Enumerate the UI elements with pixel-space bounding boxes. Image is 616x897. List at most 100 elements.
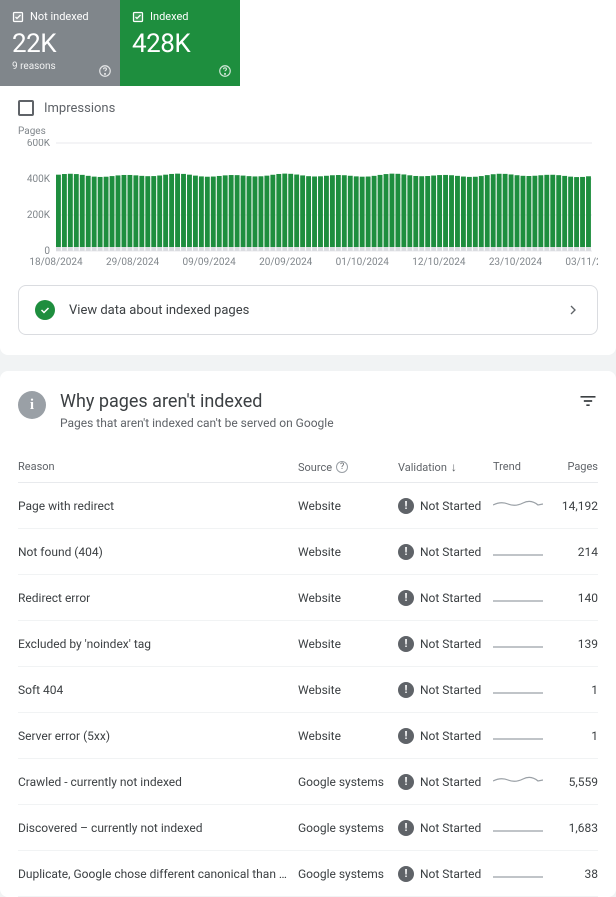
header-source[interactable]: Source? xyxy=(298,460,398,474)
exclamation-icon: ! xyxy=(398,682,414,698)
header-trend[interactable]: Trend xyxy=(493,460,548,474)
svg-text:29/08/2024: 29/08/2024 xyxy=(106,257,160,268)
trend-cell xyxy=(493,863,548,884)
help-icon[interactable] xyxy=(98,64,112,78)
pages-cell: 38 xyxy=(548,867,598,881)
info-icon: i xyxy=(18,391,46,419)
source-cell: Website xyxy=(298,591,398,605)
impressions-label: Impressions xyxy=(44,101,115,116)
svg-text:200K: 200K xyxy=(27,210,51,221)
source-cell: Website xyxy=(298,545,398,559)
svg-text:12/10/2024: 12/10/2024 xyxy=(412,257,466,268)
exclamation-icon: ! xyxy=(398,820,414,836)
svg-text:03/11/2024: 03/11/2024 xyxy=(565,257,598,268)
exclamation-icon: ! xyxy=(398,544,414,560)
svg-text:18/08/2024: 18/08/2024 xyxy=(29,257,83,268)
header-reason[interactable]: Reason xyxy=(18,460,298,474)
chart-area: Pages 0200K400K600K18/08/202429/08/20240… xyxy=(0,126,616,269)
section-subtitle: Pages that aren't indexed can't be serve… xyxy=(60,416,564,430)
table-row[interactable]: Excluded by 'noindex' tagWebsite!Not Sta… xyxy=(18,621,598,667)
pages-cell: 1 xyxy=(548,683,598,697)
pages-cell: 1 xyxy=(548,729,598,743)
trend-cell xyxy=(493,633,548,654)
trend-cell xyxy=(493,541,548,562)
not-indexed-label: Not indexed xyxy=(30,10,89,23)
chevron-right-icon xyxy=(565,302,581,318)
pages-cell: 14,192 xyxy=(548,499,598,513)
trend-cell xyxy=(493,771,548,792)
status-cards: Not indexed 22K 9 reasons Indexed 428K xyxy=(0,0,616,86)
reasons-panel: i Why pages aren't indexed Pages that ar… xyxy=(0,371,616,897)
section-title: Why pages aren't indexed xyxy=(60,391,564,412)
table-row[interactable]: Discovered – currently not indexedGoogle… xyxy=(18,805,598,851)
reason-cell: Not found (404) xyxy=(18,545,298,559)
checkbox-icon xyxy=(12,11,24,23)
not-indexed-card[interactable]: Not indexed 22K 9 reasons xyxy=(0,0,120,86)
sort-down-icon: ↓ xyxy=(451,460,457,474)
trend-cell xyxy=(493,817,548,838)
checkbox-icon[interactable] xyxy=(18,100,34,116)
pages-chart: 0200K400K600K18/08/202429/08/202409/09/2… xyxy=(18,139,598,269)
help-icon[interactable] xyxy=(218,64,232,78)
table-row[interactable]: Soft 404Website!Not Started1 xyxy=(18,667,598,713)
reason-cell: Discovered – currently not indexed xyxy=(18,821,298,835)
source-cell: Google systems xyxy=(298,821,398,835)
source-cell: Website xyxy=(298,729,398,743)
table-row[interactable]: Not found (404)Website!Not Started 214 xyxy=(18,529,598,575)
trend-cell xyxy=(493,495,548,516)
pages-cell: 214 xyxy=(548,545,598,559)
validation-cell: !Not Started xyxy=(398,590,493,606)
table-row[interactable]: Page with redirectWebsite!Not Started14,… xyxy=(18,483,598,529)
validation-cell: !Not Started xyxy=(398,866,493,882)
filter-icon[interactable] xyxy=(578,391,598,411)
validation-cell: !Not Started xyxy=(398,544,493,560)
indexing-panel: Not indexed 22K 9 reasons Indexed 428K I… xyxy=(0,0,616,355)
svg-text:01/10/2024: 01/10/2024 xyxy=(336,257,390,268)
reason-cell: Crawled - currently not indexed xyxy=(18,775,298,789)
not-indexed-value: 22K xyxy=(12,29,108,59)
table-row[interactable]: Server error (5xx)Website!Not Started 1 xyxy=(18,713,598,759)
validation-cell: !Not Started xyxy=(398,682,493,698)
indexed-value: 428K xyxy=(132,29,228,59)
help-icon[interactable]: ? xyxy=(336,461,348,473)
indexed-label: Indexed xyxy=(150,10,189,23)
check-circle-icon xyxy=(35,300,55,320)
pages-cell: 140 xyxy=(548,591,598,605)
exclamation-icon: ! xyxy=(398,590,414,606)
view-indexed-link[interactable]: View data about indexed pages xyxy=(18,285,598,335)
exclamation-icon: ! xyxy=(398,636,414,652)
validation-cell: !Not Started xyxy=(398,498,493,514)
validation-cell: !Not Started xyxy=(398,636,493,652)
impressions-toggle[interactable]: Impressions xyxy=(0,86,616,126)
source-cell: Google systems xyxy=(298,775,398,789)
validation-cell: !Not Started xyxy=(398,820,493,836)
pages-cell: 139 xyxy=(548,637,598,651)
table-header: Reason Source? Validation↓ Trend Pages xyxy=(18,452,598,483)
reason-cell: Page with redirect xyxy=(18,499,298,513)
link-text: View data about indexed pages xyxy=(69,303,551,318)
reason-cell: Soft 404 xyxy=(18,683,298,697)
pages-cell: 1,683 xyxy=(548,821,598,835)
trend-cell xyxy=(493,679,548,700)
indexed-card[interactable]: Indexed 428K xyxy=(120,0,240,86)
header-pages[interactable]: Pages xyxy=(548,460,598,474)
table-row[interactable]: Crawled - currently not indexedGoogle sy… xyxy=(18,759,598,805)
svg-text:400K: 400K xyxy=(27,174,51,185)
source-cell: Google systems xyxy=(298,867,398,881)
header-validation[interactable]: Validation↓ xyxy=(398,460,493,474)
exclamation-icon: ! xyxy=(398,728,414,744)
reasons-table-body: Page with redirectWebsite!Not Started14,… xyxy=(18,483,598,897)
table-row[interactable]: Duplicate, Google chose different canoni… xyxy=(18,851,598,897)
checkbox-icon xyxy=(132,11,144,23)
reason-cell: Duplicate, Google chose different canoni… xyxy=(18,867,298,881)
reason-cell: Server error (5xx) xyxy=(18,729,298,743)
reason-cell: Redirect error xyxy=(18,591,298,605)
table-row[interactable]: Redirect errorWebsite!Not Started 140 xyxy=(18,575,598,621)
source-cell: Website xyxy=(298,637,398,651)
reason-cell: Excluded by 'noindex' tag xyxy=(18,637,298,651)
y-axis-label: Pages xyxy=(18,126,598,137)
exclamation-icon: ! xyxy=(398,498,414,514)
svg-text:09/09/2024: 09/09/2024 xyxy=(183,257,237,268)
trend-cell xyxy=(493,725,548,746)
validation-cell: !Not Started xyxy=(398,728,493,744)
